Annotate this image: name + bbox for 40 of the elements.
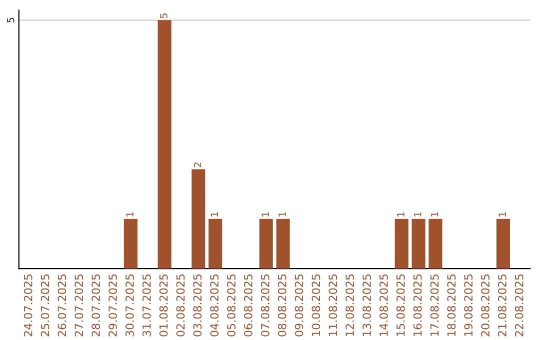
data-label: 5 — [160, 13, 168, 18]
x-tick-label: 09.08.2025 — [294, 274, 304, 336]
x-tick-label: 15.08.2025 — [396, 274, 405, 336]
x-tick-label: 27.07.2025 — [74, 274, 84, 336]
x-tick-label: 29.07.2025 — [108, 274, 117, 336]
data-label: 2 — [194, 162, 202, 168]
x-tick-label: 05.08.2025 — [227, 274, 236, 336]
x-tick-label: 24.07.2025 — [24, 274, 32, 336]
data-label: 1 — [126, 212, 134, 216]
x-tick-label: 31.07.2025 — [142, 274, 151, 336]
x-tick-label: 01.08.2025 — [159, 274, 168, 336]
x-tick-label: 14.08.2025 — [379, 274, 388, 336]
x-tick-label: 25.07.2025 — [40, 274, 50, 336]
x-tick-label: 30.07.2025 — [125, 274, 134, 336]
x-tick-label: 08.08.2025 — [278, 274, 286, 336]
data-label: 1 — [397, 212, 404, 216]
x-tick-label: 04.08.2025 — [210, 274, 219, 336]
x-tick-label: 11.08.2025 — [328, 274, 338, 336]
data-label: 1 — [414, 212, 422, 216]
x-tick-label: 17.08.2025 — [430, 274, 439, 336]
x-tick-label: 02.08.2025 — [176, 274, 185, 336]
x-tick-label: 10.08.2025 — [312, 274, 320, 336]
x-tick-label: 21.08.2025 — [498, 274, 506, 336]
x-tick-label: 18.08.2025 — [447, 274, 456, 336]
x-tick-label: 28.07.2025 — [92, 274, 100, 336]
data-label: 1 — [210, 212, 218, 216]
x-tick-label: 13.08.2025 — [362, 274, 371, 336]
x-tick-label: 12.08.2025 — [346, 274, 354, 336]
x-tick-label: 26.07.2025 — [58, 274, 66, 336]
x-tick-label: 19.08.2025 — [464, 274, 473, 336]
x-tick-label: 06.08.2025 — [244, 274, 252, 336]
x-tick-label: 22.08.2025 — [514, 274, 524, 336]
x-tick-label: 07.08.2025 — [260, 274, 270, 336]
data-label: 1 — [262, 212, 269, 216]
x-tick-label: 20.08.2025 — [481, 274, 490, 336]
data-label: 1 — [278, 212, 286, 216]
data-label: 1 — [498, 212, 506, 216]
x-tick-label: 16.08.2025 — [413, 274, 422, 336]
data-label: 1 — [431, 212, 438, 216]
x-tick-label: 03.08.2025 — [193, 274, 202, 336]
